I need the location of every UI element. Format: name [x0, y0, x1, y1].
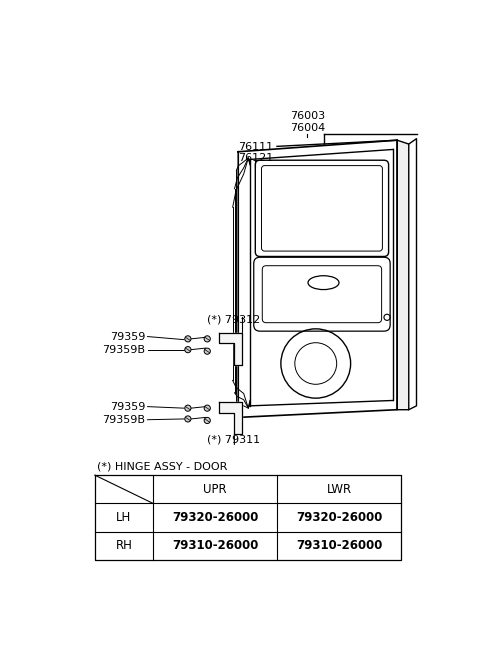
Text: 79320-26000: 79320-26000 — [172, 511, 258, 524]
Text: (*) 79311: (*) 79311 — [207, 434, 260, 444]
Text: 79320-26000: 79320-26000 — [296, 511, 382, 524]
Circle shape — [185, 416, 191, 422]
Circle shape — [185, 346, 191, 353]
Text: (*) 79312: (*) 79312 — [207, 315, 261, 325]
Text: RH: RH — [116, 539, 132, 552]
Circle shape — [185, 405, 191, 411]
Text: 79359: 79359 — [110, 331, 145, 341]
Text: 76121: 76121 — [238, 153, 273, 163]
Text: 76004: 76004 — [290, 123, 325, 133]
Circle shape — [185, 336, 191, 342]
Text: 79359: 79359 — [110, 402, 145, 411]
Polygon shape — [219, 402, 242, 434]
Circle shape — [204, 405, 210, 411]
Circle shape — [204, 336, 210, 342]
Text: UPR: UPR — [203, 483, 227, 496]
Text: 76111: 76111 — [238, 141, 273, 152]
Text: (*) HINGE ASSY - DOOR: (*) HINGE ASSY - DOOR — [97, 461, 228, 472]
Text: 79310-26000: 79310-26000 — [296, 539, 382, 552]
Text: LH: LH — [116, 511, 132, 524]
Polygon shape — [397, 140, 409, 409]
Text: 79359B: 79359B — [102, 415, 145, 424]
Circle shape — [204, 348, 210, 354]
Text: LWR: LWR — [326, 483, 351, 496]
Text: 76003: 76003 — [290, 111, 325, 121]
Circle shape — [204, 417, 210, 424]
Text: 79310-26000: 79310-26000 — [172, 539, 258, 552]
Polygon shape — [219, 333, 242, 365]
Text: 79359B: 79359B — [102, 345, 145, 354]
